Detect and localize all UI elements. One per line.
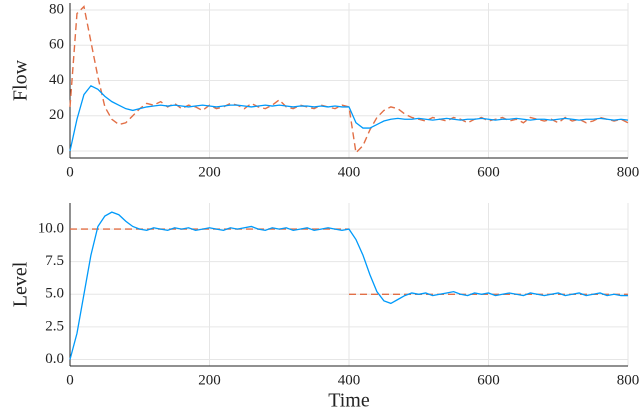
- y-tick-label: 0.0: [45, 351, 64, 367]
- x-tick-label: 0: [66, 372, 74, 388]
- y-tick-label: 60: [49, 37, 64, 53]
- x-tick-label: 400: [338, 164, 361, 180]
- y-tick-label: 10.0: [38, 221, 64, 237]
- x-axis-label: Time: [328, 390, 370, 412]
- x-tick-label: 600: [477, 372, 500, 388]
- x-tick-label: 800: [617, 372, 640, 388]
- y-tick-label: 40: [49, 72, 64, 88]
- y-tick-label: 2.5: [45, 318, 64, 334]
- x-tick-label: 800: [617, 164, 640, 180]
- x-tick-label: 0: [66, 164, 74, 180]
- y-tick-label: 20: [49, 107, 64, 123]
- series-line: [69, 84, 629, 152]
- y-tick-label: 5.0: [45, 286, 64, 302]
- y-axis-label: Level: [10, 261, 32, 307]
- y-tick-label: 7.5: [45, 253, 64, 269]
- x-tick-label: 600: [477, 164, 500, 180]
- y-axis-label: Flow: [10, 59, 32, 101]
- x-tick-label: 400: [338, 372, 361, 388]
- y-tick-label: 80: [49, 1, 64, 17]
- series-line: [69, 211, 628, 360]
- x-tick-label: 200: [198, 372, 221, 388]
- x-tick-label: 200: [198, 164, 221, 180]
- y-tick-label: 0: [57, 142, 65, 158]
- series-line: [69, 5, 629, 155]
